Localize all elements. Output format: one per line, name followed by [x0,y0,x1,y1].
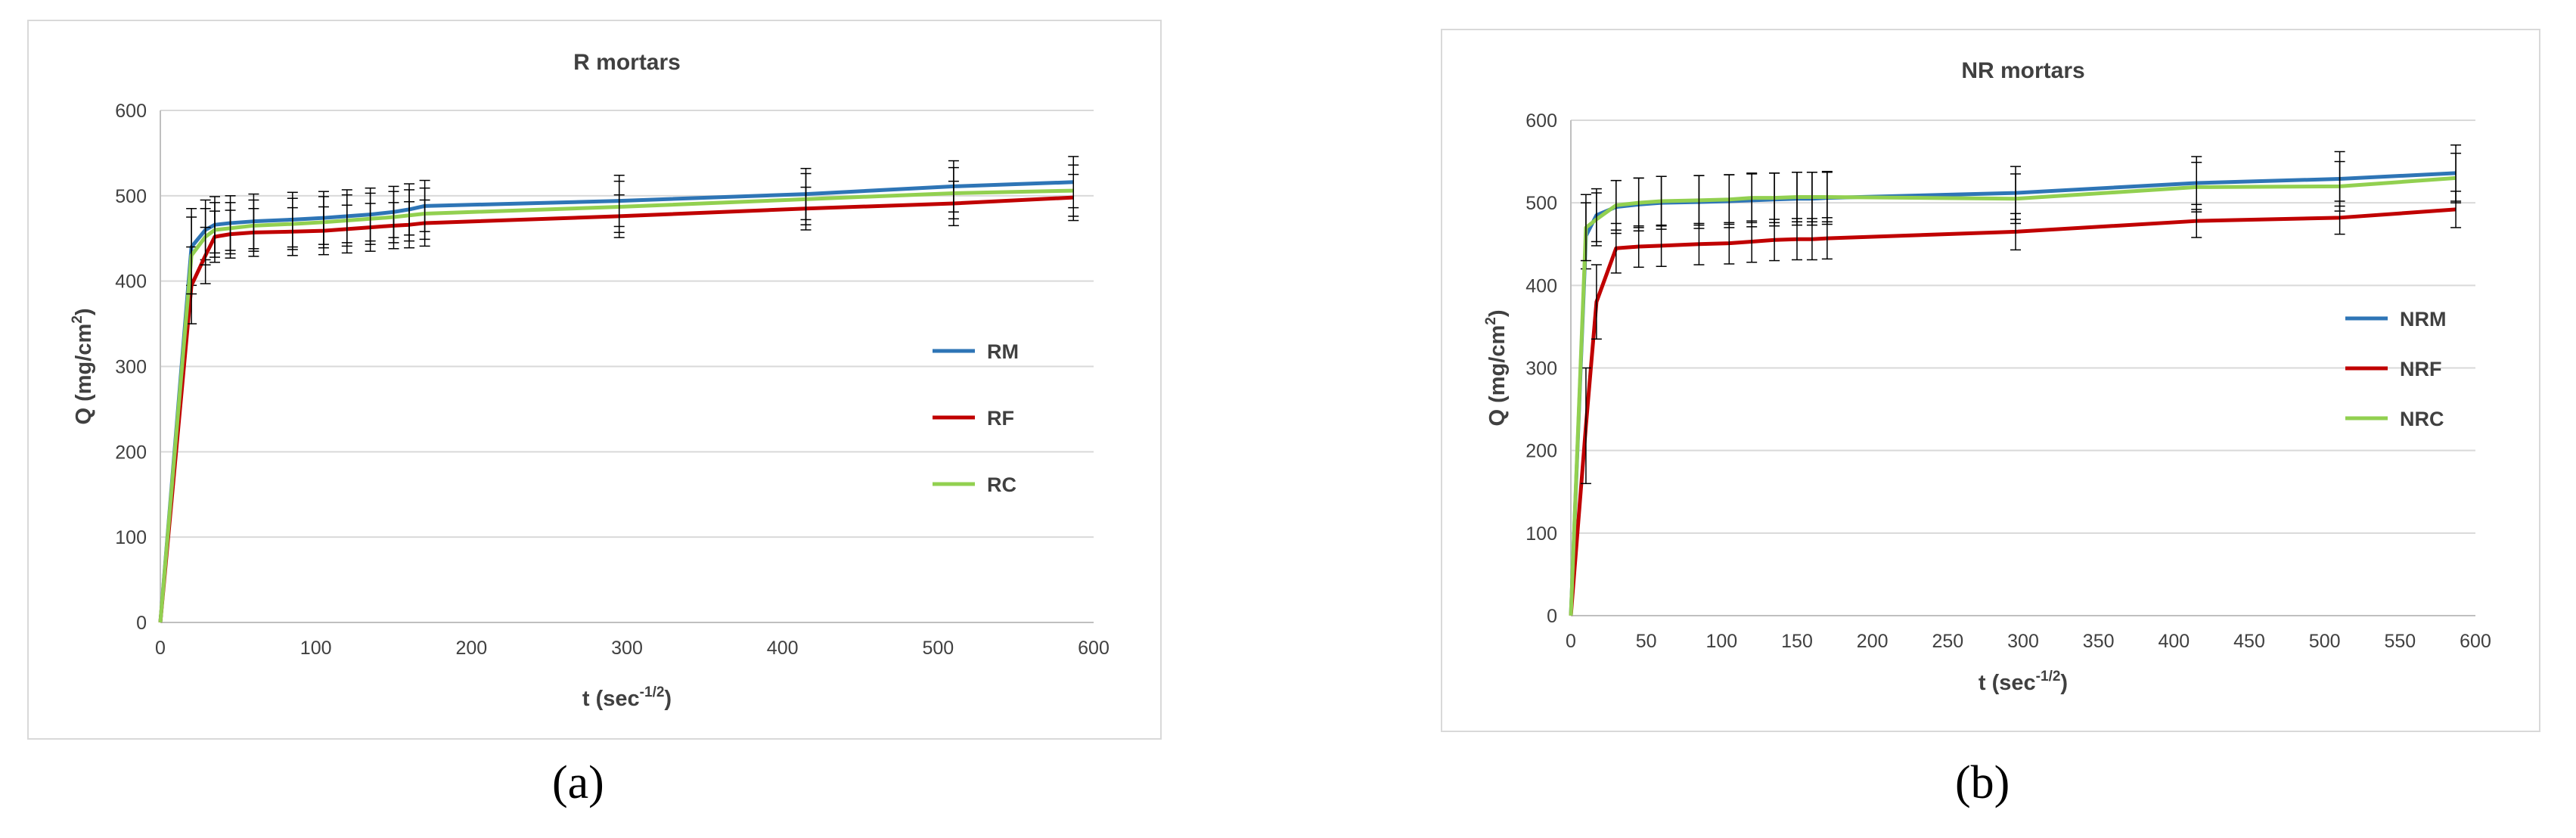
x-tick-label: 350 [2083,631,2115,652]
error-bar-rc [318,196,329,249]
y-tick-label: 100 [115,527,147,548]
y-tick-label: 500 [1525,193,1557,214]
y-tick-label: 600 [115,101,147,122]
error-bar-nrf [1591,264,1602,340]
series-line-nrf [1569,207,2457,616]
y-tick-label: 400 [1525,275,1557,296]
x-tick-label: 300 [2007,631,2039,652]
x-axis-label: t (sec-1/2) [1979,669,2068,695]
y-tick-label: 200 [1525,441,1557,462]
error-bar-nrc [1693,175,1705,226]
error-bar-rc [388,191,399,244]
y-tick-label: 100 [1525,523,1557,545]
x-tick-label: 100 [1705,631,1737,652]
error-bar-nrc [2450,152,2462,203]
error-bar-nrc [1656,175,1667,227]
x-tick-label: 400 [2158,631,2190,652]
x-tick-label: 500 [2309,631,2341,652]
error-bar-nrf [1580,367,1591,485]
x-tick-label: 200 [455,638,487,659]
error-bar-rc [341,194,352,247]
legend-label-rm: RM [987,340,1019,363]
error-bar-rc [186,216,197,295]
error-bar-rc [248,199,259,252]
x-tick-label: 600 [2460,631,2491,652]
error-bar-nrc [1633,177,1644,228]
x-tick-label: 0 [1566,631,1576,652]
y-tick-label: 600 [1525,110,1557,132]
error-bar-nrc [1580,194,1591,262]
x-tick-label: 250 [1932,631,1963,652]
y-tick-label: 0 [136,613,147,634]
error-bar-nrc [1792,172,1802,223]
error-bar-nrc [2191,161,2202,213]
legend-label-nrm: NRM [2400,308,2447,331]
error-bar-nrc [1724,174,1735,225]
error-bar-rc [200,208,211,265]
x-tick-label: 450 [2233,631,2265,652]
error-bar-rc [1068,164,1079,217]
series-line-rf [158,195,1074,623]
error-bar-rc [419,187,430,241]
x-tick-label: 200 [1857,631,1889,652]
error-bar-nrc [1769,172,1780,224]
chart-panel-nr-mortars: NR mortars 0 100 200 300 400 500 600 0 50 100 150 20… [1441,29,2540,732]
y-tick-label: 500 [115,186,147,207]
error-bar-rc [209,202,220,258]
legend-label-nrf: NRF [2400,358,2442,380]
error-bar-nrc [1806,172,1817,223]
caption-b: (b) [1955,757,2010,809]
error-bar-rc [800,172,812,225]
error-bar-rc [287,197,298,250]
y-axis-label: Q (mg/cm2) [1483,310,1510,427]
y-tick-label: 300 [115,357,147,378]
legend-label-rc: RC [987,473,1016,496]
error-bar-nrc [2334,160,2345,212]
legend-label-nrc: NRC [2400,408,2444,430]
x-axis-label: t (sec-1/2) [582,684,672,711]
y-tick-label: 200 [115,442,147,463]
error-bar-nrc [2010,173,2022,225]
x-tick-label: 100 [300,638,332,659]
error-bar-rc [948,166,959,220]
chart-r-mortars: R mortars 0 100 200 300 400 500 600 0 100 200 300 40… [70,50,1110,711]
chart-title: R mortars [573,50,681,75]
y-tick-label: 300 [1525,358,1557,380]
error-bar-rc [225,202,236,255]
x-tick-label: 400 [767,638,799,659]
y-tick-label: 400 [115,272,147,293]
x-tick-label: 550 [2384,631,2416,652]
error-bar-rc [365,192,376,245]
error-bar-nrc [1746,172,1758,224]
y-axis-label: Q (mg/cm2) [70,309,96,425]
caption-a: (a) [552,757,604,809]
error-bar-nrc [1610,179,1622,231]
x-tick-label: 150 [1781,631,1813,652]
chart-panel-r-mortars: R mortars 0 100 200 300 400 500 600 0 100 200 300 40… [27,20,1162,740]
series-line-rm [158,180,1074,623]
error-bar-rc [404,189,415,242]
error-bar-rc [613,180,625,234]
x-tick-label: 0 [155,638,166,659]
legend-label-rf: RF [987,407,1014,430]
x-tick-label: 50 [1636,631,1657,652]
error-bar-nrc [1591,192,1602,247]
x-tick-label: 500 [922,638,954,659]
chart-title: NR mortars [1961,58,2084,83]
series-line-nrm [1569,171,2457,616]
x-tick-label: 600 [1078,638,1110,659]
x-tick-label: 300 [611,638,643,659]
error-bar-nrc [1821,172,1833,223]
chart-nr-mortars: NR mortars 0 100 200 300 400 500 600 0 50 100 150 20… [1483,58,2491,695]
y-tick-label: 0 [1547,606,1557,627]
